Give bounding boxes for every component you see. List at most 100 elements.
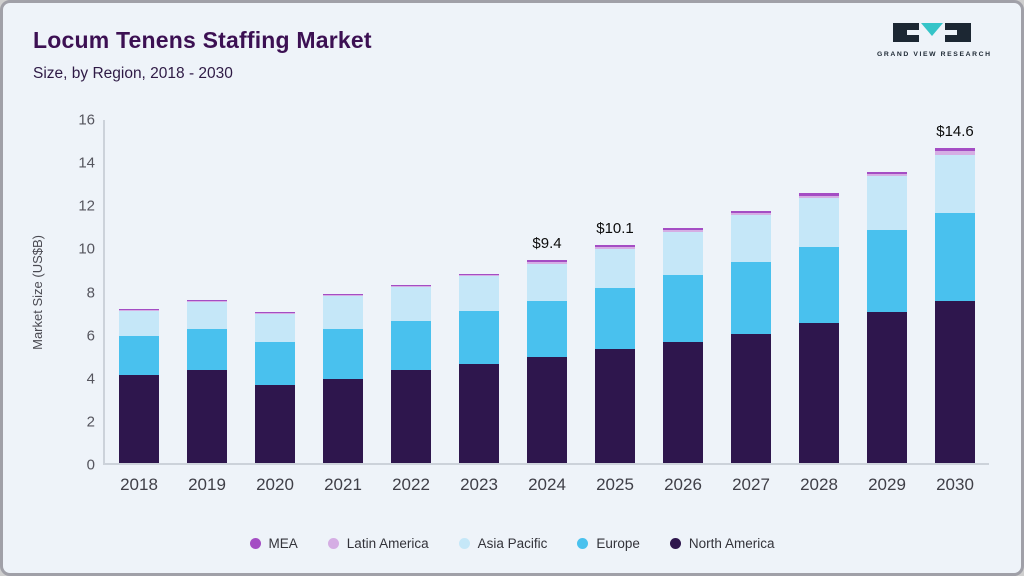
- segment-latin-america-2022: [391, 286, 431, 288]
- segment-mea-2030: [935, 148, 975, 152]
- y-tick-2: 2: [86, 413, 95, 431]
- segment-mea-2028: [799, 193, 839, 196]
- segment-asia-pacific-2029: [867, 176, 907, 231]
- segment-north-america-2018: [119, 374, 159, 463]
- legend-item-mea: MEA: [249, 536, 298, 551]
- bar-slot-2019: 2019: [173, 120, 241, 494]
- segment-asia-pacific-2026: [663, 232, 703, 276]
- segment-europe-2024: [527, 301, 567, 358]
- bar-2018: [119, 308, 159, 463]
- segment-latin-america-2028: [799, 195, 839, 198]
- segment-asia-pacific-2021: [323, 295, 363, 330]
- segment-asia-pacific-2025: [595, 248, 635, 289]
- x-label-2019: 2019: [188, 475, 226, 494]
- segment-mea-2029: [867, 171, 907, 175]
- segment-north-america-2023: [459, 363, 499, 463]
- legend-label-latin-america: Latin America: [346, 536, 429, 551]
- segment-europe-2018: [119, 335, 159, 375]
- page-subtitle: Size, by Region, 2018 - 2030: [33, 65, 233, 82]
- bar-slot-2028: 2028: [785, 120, 853, 494]
- segment-latin-america-2030: [935, 151, 975, 155]
- bar-slot-2024: $9.4 2024: [513, 120, 581, 494]
- x-label-2025: 2025: [596, 475, 634, 494]
- segment-asia-pacific-2019: [187, 302, 227, 330]
- legend-dot-north-america: [669, 538, 681, 549]
- segment-europe-2027: [731, 262, 771, 334]
- segment-mea-2022: [391, 285, 431, 287]
- segment-mea-2021: [323, 293, 363, 295]
- x-label-2021: 2021: [324, 475, 362, 494]
- bar-2028: [799, 193, 839, 463]
- bar-slot-2018: 2018: [105, 120, 173, 494]
- x-label-2028: 2028: [800, 475, 838, 494]
- segment-europe-2030: [935, 212, 975, 302]
- logo-text: GRAND VIEW RESEARCH: [877, 51, 992, 58]
- y-tick-0: 0: [86, 456, 95, 474]
- bar-slot-2023: 2023: [445, 120, 513, 494]
- segment-mea-2023: [459, 274, 499, 276]
- segment-latin-america-2025: [595, 246, 635, 249]
- bars-container: 2018 2019 2020 2021 2022 2023 $9.4 2024 $10.1 202…: [105, 120, 989, 494]
- legend-dot-mea: [249, 538, 261, 549]
- bar-slot-2027: 2027: [717, 120, 785, 494]
- legend-label-asia-pacific: Asia Pacific: [477, 536, 548, 551]
- x-label-2018: 2018: [120, 475, 158, 494]
- legend-label-europe: Europe: [596, 536, 640, 551]
- bar-2030: [935, 148, 975, 463]
- segment-latin-america-2020: [255, 313, 295, 315]
- segment-north-america-2019: [187, 370, 227, 463]
- segment-asia-pacific-2028: [799, 197, 839, 248]
- segment-latin-america-2027: [731, 212, 771, 216]
- x-label-2027: 2027: [732, 475, 770, 494]
- segment-europe-2025: [595, 288, 635, 349]
- bar-2029: [867, 171, 907, 463]
- segment-mea-2026: [663, 227, 703, 231]
- value-label-2030: $14.6: [936, 123, 974, 141]
- segment-mea-2019: [187, 300, 227, 302]
- bar-2022: [391, 285, 431, 463]
- legend-dot-asia-pacific: [458, 538, 470, 549]
- bar-slot-2030: $14.6 2030: [921, 120, 989, 494]
- page-title: Locum Tenens Staffing Market: [33, 27, 372, 53]
- segment-europe-2023: [459, 310, 499, 364]
- bar-slot-2026: 2026: [649, 120, 717, 494]
- segment-europe-2028: [799, 247, 839, 323]
- segment-asia-pacific-2018: [119, 310, 159, 336]
- legend-item-latin-america: Latin America: [327, 536, 429, 551]
- bar-slot-2029: 2029: [853, 120, 921, 494]
- legend-item-north-america: North America: [669, 536, 774, 551]
- segment-north-america-2029: [867, 312, 907, 463]
- legend-dot-latin-america: [327, 538, 339, 549]
- segment-asia-pacific-2024: [527, 263, 567, 302]
- segment-europe-2021: [323, 329, 363, 379]
- segment-asia-pacific-2022: [391, 287, 431, 321]
- segment-asia-pacific-2023: [459, 276, 499, 311]
- segment-north-america-2021: [323, 378, 363, 463]
- bar-2020: [255, 312, 295, 463]
- y-tick-6: 6: [86, 327, 95, 345]
- segment-europe-2019: [187, 329, 227, 371]
- segment-mea-2020: [255, 312, 295, 314]
- segment-asia-pacific-2027: [731, 215, 771, 263]
- segment-europe-2022: [391, 320, 431, 371]
- segment-mea-2024: [527, 260, 567, 263]
- segment-latin-america-2029: [867, 174, 907, 177]
- y-tick-8: 8: [86, 284, 95, 301]
- y-tick-10: 10: [78, 240, 95, 258]
- x-label-2026: 2026: [664, 475, 702, 494]
- y-tick-4: 4: [86, 370, 95, 388]
- bar-slot-2020: 2020: [241, 120, 309, 494]
- plot-area: 2018 2019 2020 2021 2022 2023 $9.4 2024 $10.1 202…: [103, 120, 989, 494]
- bar-slot-2025: $10.1 2025: [581, 120, 649, 494]
- bar-2019: [187, 300, 227, 463]
- legend-item-asia-pacific: Asia Pacific: [458, 536, 548, 551]
- bar-2026: [663, 227, 703, 463]
- segment-asia-pacific-2020: [255, 314, 295, 343]
- segment-latin-america-2019: [187, 301, 227, 303]
- bar-2024: [527, 260, 567, 463]
- bar-slot-2022: 2022: [377, 120, 445, 494]
- bar-slot-2021: 2021: [309, 120, 377, 494]
- y-tick-14: 14: [78, 154, 95, 172]
- y-axis: 0 2 4 6 8 10 12 14 16: [3, 112, 95, 474]
- segment-europe-2029: [867, 230, 907, 313]
